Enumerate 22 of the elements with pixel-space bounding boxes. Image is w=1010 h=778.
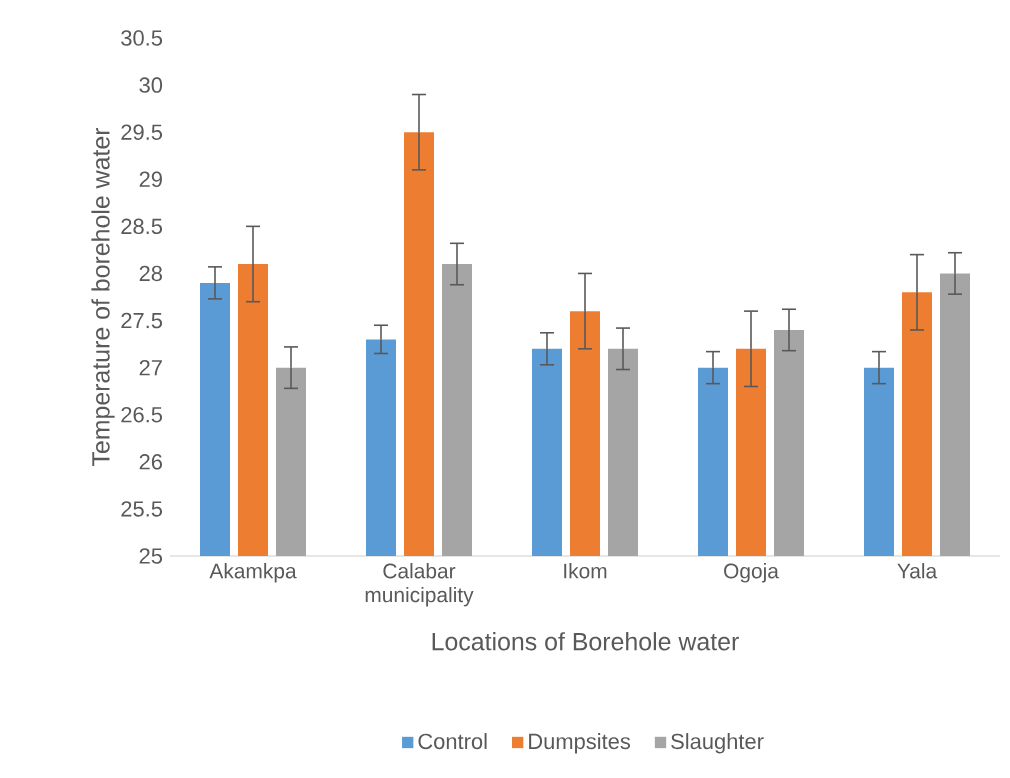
x-axis-title: Locations of Borehole water [432, 632, 739, 651]
y-tick-label: 30.5 [121, 30, 163, 46]
y-tick-label: 29.5 [121, 124, 163, 140]
y-tick-label: 28.5 [121, 218, 163, 235]
y-tick-label: 27 [139, 360, 162, 376]
y-tick-label: 28 [139, 265, 162, 282]
y-axis-title: Temperature of borehole water [91, 127, 115, 467]
x-tick-label: Ikom [564, 563, 607, 579]
legend-label: Slaughter [671, 733, 764, 754]
y-tick-label: 25.5 [121, 501, 163, 517]
x-tick-label: Ogoja [724, 563, 779, 583]
x-tick-label: Calabar municipality [365, 563, 474, 607]
legend-label: Control [418, 733, 487, 750]
y-tick-label: 29 [139, 171, 162, 188]
x-tick-label: Yala [897, 563, 938, 579]
legend-label: Dumpsites [529, 733, 631, 754]
y-tick-label: 26.5 [121, 406, 163, 423]
y-tick-label: 30 [139, 77, 163, 93]
y-tick-label: 27.5 [121, 312, 163, 329]
y-tick-label: 25 [139, 548, 163, 564]
x-tick-label: Akamkpa [209, 563, 297, 583]
y-tick-label: 26 [139, 454, 162, 470]
